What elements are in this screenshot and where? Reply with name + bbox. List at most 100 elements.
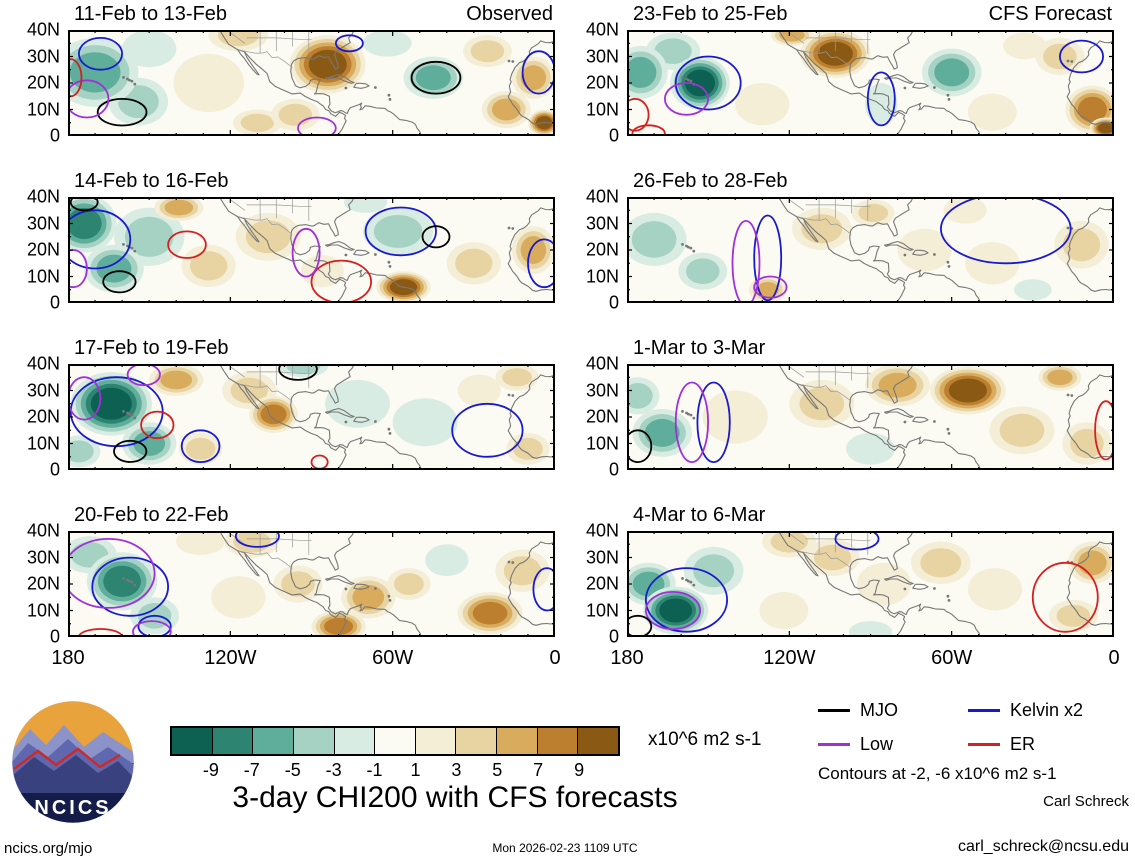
wave-contour-layer [68, 531, 555, 637]
y-tick-label: 20N [26, 239, 60, 260]
y-tick-label: 20N [26, 406, 60, 427]
y-tick-label: 10N [585, 433, 619, 453]
y-tick-label: 30N [26, 46, 60, 66]
figure-title: 3-day CHI200 with CFS forecasts [232, 781, 678, 814]
map-canvas [68, 364, 555, 470]
colorbar-units: x10^6 m2 s-1 [648, 729, 762, 750]
x-tick-label: 180 [610, 647, 644, 669]
y-tick-label: 20N [585, 239, 619, 260]
coastline-layer [219, 364, 555, 470]
x-tick-label: 60W [372, 647, 414, 669]
state-border-layer [789, 30, 871, 68]
panel-date-range: 20-Feb to 22-Feb [74, 504, 229, 526]
colorbar-swatch [497, 728, 538, 754]
legend-label-mjo: MJO [860, 700, 898, 720]
y-tick-label: 20N [585, 406, 619, 427]
panel-frame [627, 30, 1114, 136]
y-tick-label: 0 [49, 292, 60, 313]
colorbar-swatch [415, 728, 457, 754]
state-border-layer [230, 197, 312, 235]
y-tick-label: 30N [26, 213, 60, 233]
x-axis-labels: 180 120W 60W 0 [51, 637, 560, 671]
island-dots-layer [122, 560, 515, 602]
map-panel: 26-Feb to 28-Feb 40N 30N 20N 10N 0 [586, 170, 1114, 313]
x-tick-label: 120W [204, 647, 257, 669]
island-dots-layer [681, 560, 1074, 602]
coastline-layer [219, 531, 555, 637]
colorbar-tick-label: -3 [325, 760, 342, 780]
panel-date-range: 11-Feb to 13-Feb [74, 3, 228, 25]
map-canvas [627, 30, 1114, 136]
legend-item-kelvin: Kelvin x2 [968, 700, 1118, 721]
contour-note: Contours at -2, -6 x10^6 m2 s-1 [818, 764, 1057, 783]
panel-frame [627, 197, 1114, 303]
logo-ring [10, 699, 136, 825]
panel-date-range: 1-Mar to 3-Mar [633, 337, 766, 359]
y-tick-label: 40N [26, 186, 60, 207]
colorbar-swatch [212, 728, 254, 754]
y-tick-label: 30N [585, 213, 619, 233]
y-axis-labels: 40N 30N 20N 10N 0 [561, 187, 623, 313]
map-canvas [627, 364, 1114, 470]
website-link: ncics.org/mjo [4, 840, 93, 857]
y-tick-label: 20N [26, 573, 60, 594]
y-tick-label: 40N [26, 19, 60, 40]
panel-date-range: 17-Feb to 19-Feb [74, 337, 229, 359]
y-axis-labels: 40N 30N 20N 10N 0 [2, 20, 64, 146]
mjo-line-sample [818, 709, 850, 712]
colorbar-tick-label: -7 [243, 760, 260, 780]
map-panel: 1-Mar to 3-Mar 40N 30N 20N 10N 0 [586, 337, 1114, 480]
y-axis-labels: 40N 30N 20N 10N 0 [2, 354, 64, 480]
panel-frame [627, 531, 1114, 637]
panel-frame [68, 197, 555, 303]
map-panel: 20-Feb to 22-Feb 40N 30N 20N 10N 0 180 120W 60… [27, 504, 561, 669]
colorbar-swatch [456, 728, 498, 754]
map-canvas [627, 531, 1114, 637]
y-tick-label: 0 [49, 125, 60, 146]
colorbar-swatch [172, 728, 213, 754]
map-panel: 4-Mar to 6-Mar 40N 30N 20N 10N 0 180 120W 60W 0 [586, 504, 1120, 669]
island-dots-layer [681, 226, 1074, 268]
wave-contour-layer [68, 364, 524, 470]
wave-contour-layer [627, 531, 1099, 637]
colorbar-swatch [578, 728, 619, 754]
y-tick-label: 40N [26, 520, 60, 541]
er-line-sample [968, 743, 1000, 746]
y-tick-label: 0 [608, 292, 619, 313]
island-dots-layer [122, 393, 515, 435]
column-header-cfs-forecast: CFS Forecast [988, 3, 1112, 25]
y-tick-label: 20N [585, 573, 619, 594]
colorbar-swatch [293, 728, 335, 754]
author-credit: Carl Schreck [1043, 793, 1129, 810]
coastline-layer [778, 531, 1114, 637]
y-tick-label: 40N [585, 186, 619, 207]
y-tick-label: 10N [26, 600, 60, 620]
panel-date-range: 14-Feb to 16-Feb [74, 170, 229, 192]
colorbar-tick-labels: -9 -7 -5 -3 -1 1 3 5 7 9 [170, 756, 620, 782]
y-tick-label: 40N [585, 520, 619, 541]
ncics-logo: NCICS [10, 699, 136, 825]
contour-legend: MJO Kelvin x2 Low ER [818, 700, 1118, 755]
y-tick-label: 10N [26, 266, 60, 286]
state-border-layer [789, 197, 871, 235]
legend-item-er: ER [968, 734, 1118, 755]
coastline-layer [778, 364, 1114, 470]
column-header-observed: Observed [466, 3, 553, 25]
x-tick-label: 120W [763, 647, 816, 669]
y-axis-labels: 40N 30N 20N 10N 0 [2, 187, 64, 313]
colorbar-tick-label: 3 [451, 760, 462, 780]
y-axis-labels: 40N 30N 20N 10N 0 [2, 521, 64, 647]
state-border-layer [230, 364, 312, 402]
y-tick-label: 0 [49, 459, 60, 480]
y-tick-label: 40N [585, 19, 619, 40]
wave-contour-layer [731, 197, 1072, 303]
coastline-layer [219, 30, 555, 136]
legend-label-er: ER [1010, 734, 1036, 754]
kelvin-line-sample [968, 709, 1000, 712]
map-canvas [68, 30, 555, 136]
x-tick-label: 0 [549, 647, 561, 669]
low-line-sample [818, 743, 850, 746]
panel-date-range: 23-Feb to 25-Feb [633, 3, 788, 25]
state-border-layer [230, 30, 312, 68]
coastline-layer [778, 197, 1114, 303]
